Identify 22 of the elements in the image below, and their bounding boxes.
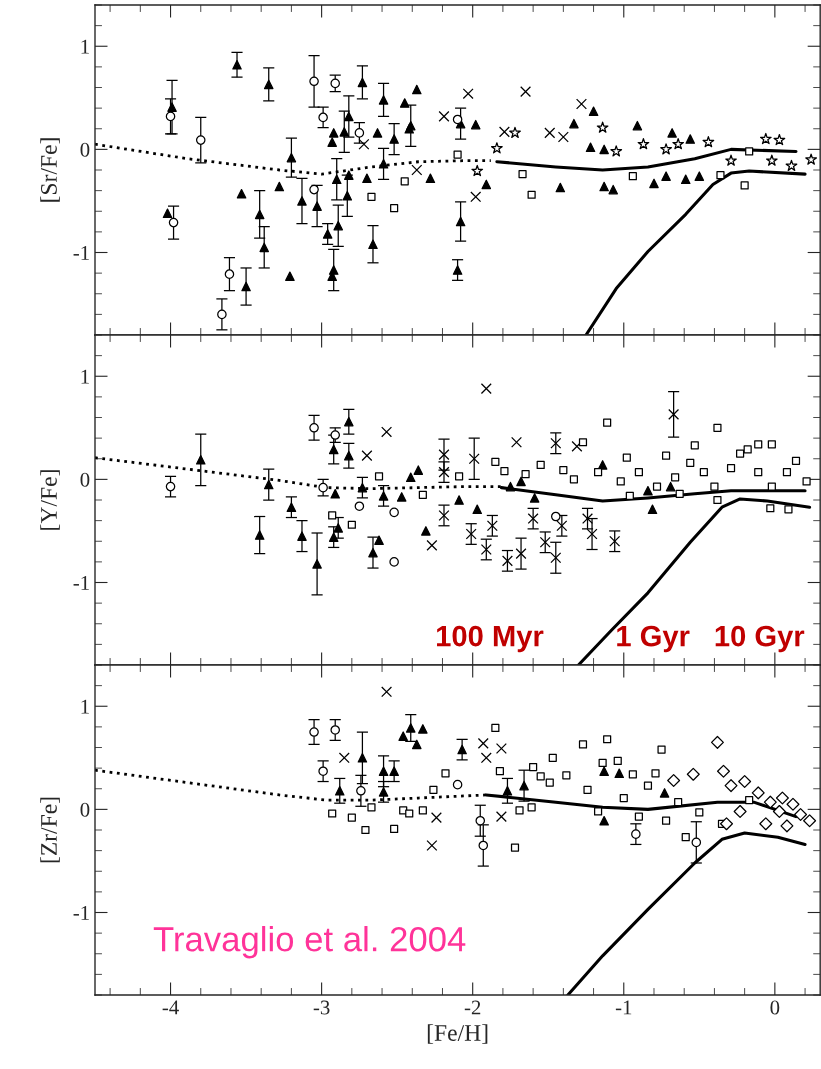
annotation: 1 Gyr [617,625,690,653]
y-tick-label: 1 [81,39,89,54]
x-tick-label: -3 [313,1000,330,1015]
x-tick-label: 0 [770,1000,780,1015]
annotation: Travaglio et al. 2004 [153,926,466,959]
y-tick-label: -1 [73,245,89,260]
x-tick-label: -4 [162,1000,179,1015]
annotation: 10 Gyr [715,625,805,653]
y-tick-label: 0 [80,142,90,157]
y-tick-label: 1 [81,369,89,384]
y-tick-label: 0 [80,472,90,487]
x-tick-label: -2 [464,1000,481,1015]
y-tick-label: 0 [80,802,90,817]
y-axis-title: [Y/Fe] [40,470,60,530]
annotation: 100 Myr [437,625,544,653]
y-tick-label: -1 [73,905,89,920]
y-tick-label: 1 [81,699,89,714]
y-axis-title: [Sr/Fe] [40,138,60,202]
y-tick-label: -1 [73,575,89,590]
x-axis-title: [Fe/H] [427,1024,488,1044]
y-axis-title: [Zr/Fe] [40,797,60,863]
x-tick-label: -1 [615,1000,632,1015]
